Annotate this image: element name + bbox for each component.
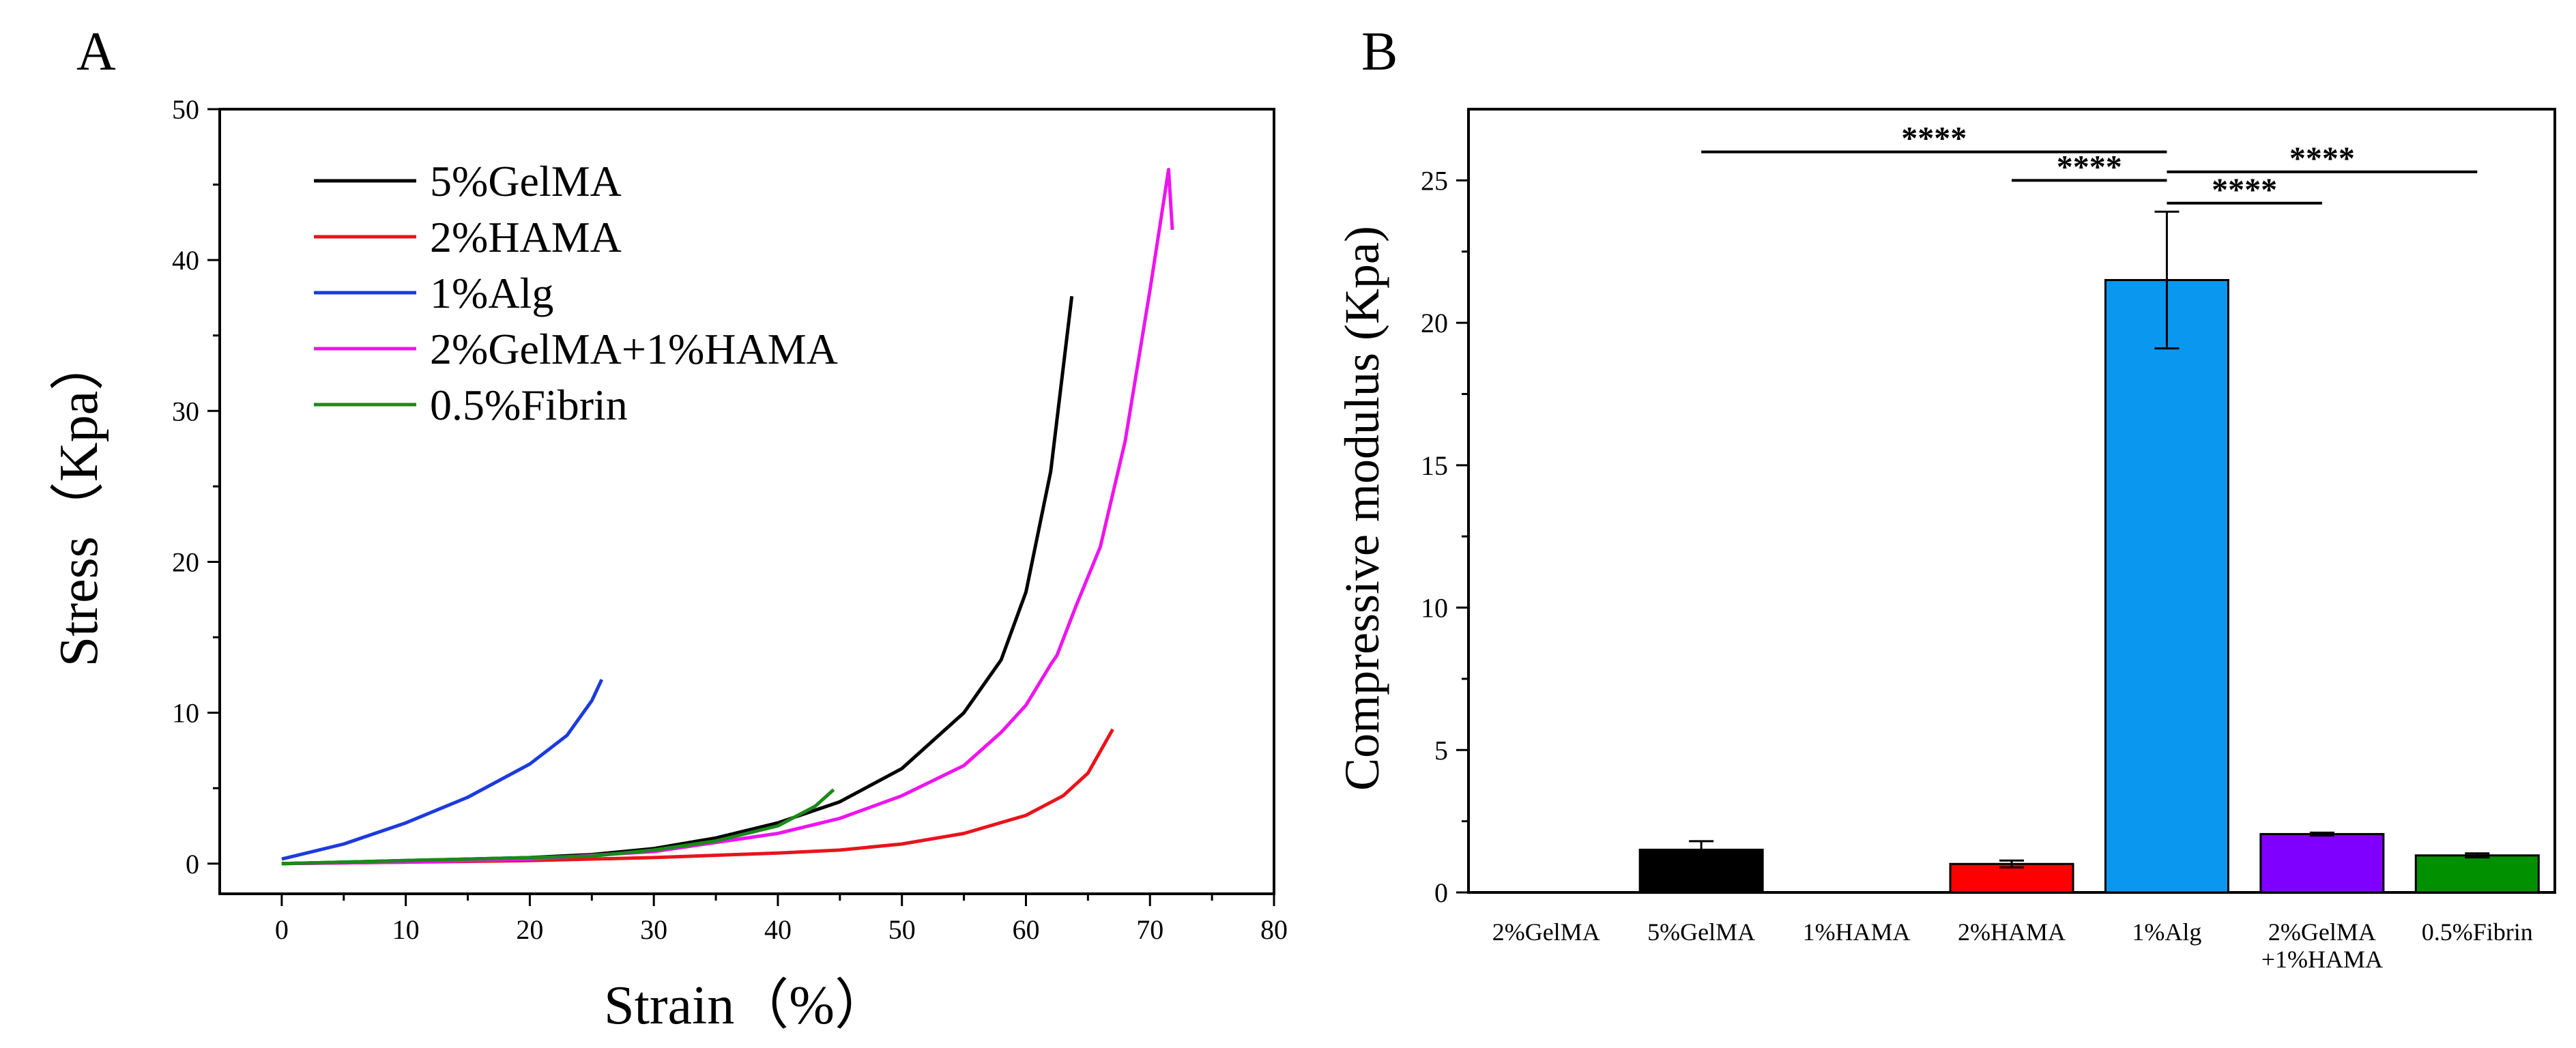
- a-x-tick-label: 20: [516, 914, 543, 945]
- legend-label: 0.5%Fibrin: [430, 381, 628, 429]
- a-y-tick-label: 10: [172, 698, 199, 729]
- a-y-tick-label: 50: [172, 94, 199, 125]
- a-series-lines: [281, 168, 1174, 866]
- series-line: [281, 788, 835, 866]
- b-y-tick-label: 25: [1421, 165, 1448, 196]
- bar: [2104, 278, 2229, 894]
- series-line: [281, 295, 1074, 866]
- a-x-tick-label: 0: [275, 914, 289, 945]
- bar: [1949, 862, 2074, 894]
- category-label: 5%GelMA: [1647, 918, 1755, 946]
- significance-label: ****: [2057, 149, 2122, 185]
- b-y-tick-label: 10: [1421, 593, 1448, 624]
- stress-strain-chart: 0 10 20 30 40 50 60 70 80 0 10 20 30 40 50 Strain（%） S…: [49, 94, 1288, 1036]
- a-x-tick-label: 30: [640, 914, 667, 945]
- significance-label: ****: [1901, 121, 1967, 157]
- legend-label: 1%Alg: [430, 269, 553, 317]
- significance-label: ****: [2289, 141, 2355, 177]
- category-label: +1%HAMA: [2261, 946, 2383, 973]
- category-label: 2%GelMA: [1492, 918, 1600, 946]
- a-x-tick-label: 10: [392, 914, 420, 945]
- category-label: 2%GelMA: [2268, 918, 2376, 946]
- a-legend: 5%GelMA 2%HAMA 1%Alg 2%GelMA+1%HAMA 0.5%Fibr…: [314, 157, 838, 429]
- legend-label: 5%GelMA: [430, 157, 622, 205]
- legend-label: 2%HAMA: [430, 213, 622, 261]
- b-y-axis-label: Compressive modulus (Kpa): [1335, 226, 1389, 791]
- legend-label: 2%GelMA+1%HAMA: [430, 325, 838, 373]
- category-label: 2%HAMA: [1958, 918, 2066, 946]
- b-y-tick-label: 15: [1421, 450, 1448, 481]
- bar: [2259, 832, 2385, 894]
- category-label: 1%Alg: [2132, 918, 2201, 946]
- bar: [2414, 854, 2540, 894]
- a-y-tick-label: 40: [172, 245, 199, 276]
- a-y-tick-label: 0: [186, 849, 199, 879]
- plot-frame-b: [1467, 108, 2556, 894]
- b-y-tick-label: 20: [1421, 308, 1448, 338]
- a-y-axis-label: Stress（Kpa）: [49, 336, 109, 667]
- a-y-tick-label: 30: [172, 396, 199, 426]
- b-category-labels: 2%GelMA 5%GelMA 1%HAMA 2%HAMA 1%Alg 2%GelMA+1…: [1492, 918, 2533, 973]
- b-axis-ticks: 0 5 10 15 20 25: [1421, 165, 1468, 908]
- a-x-tick-label: 70: [1136, 914, 1163, 945]
- panel-label-a: A: [76, 22, 116, 82]
- panel-label-b: B: [1361, 22, 1398, 82]
- series-line: [281, 678, 604, 861]
- a-x-tick-label: 60: [1012, 914, 1039, 945]
- compressive-modulus-chart: 0 5 10 15 20 25 **** **** **** **** 2%GelMA 5%Gel…: [1335, 108, 2556, 973]
- a-x-tick-label: 40: [764, 914, 792, 945]
- b-y-tick-label: 0: [1434, 877, 1448, 908]
- b-significance: **** **** **** ****: [1701, 121, 2478, 208]
- a-y-tick-label: 20: [172, 547, 199, 577]
- a-x-axis-label: Strain（%）: [604, 976, 889, 1036]
- plot-frame-a: [218, 108, 1275, 895]
- b-y-tick-label: 5: [1434, 735, 1448, 766]
- a-axis-ticks: 0 10 20 30 40 50 60 70 80 0 10 20 30 40 50: [172, 94, 1288, 945]
- significance-label: ****: [2212, 172, 2277, 208]
- category-label: 1%HAMA: [1803, 918, 1911, 946]
- a-x-tick-label: 50: [888, 914, 916, 945]
- category-label: 0.5%Fibrin: [2422, 918, 2533, 946]
- a-x-tick-label: 80: [1260, 914, 1288, 945]
- b-bars: [1638, 210, 2540, 894]
- series-line: [281, 168, 1174, 866]
